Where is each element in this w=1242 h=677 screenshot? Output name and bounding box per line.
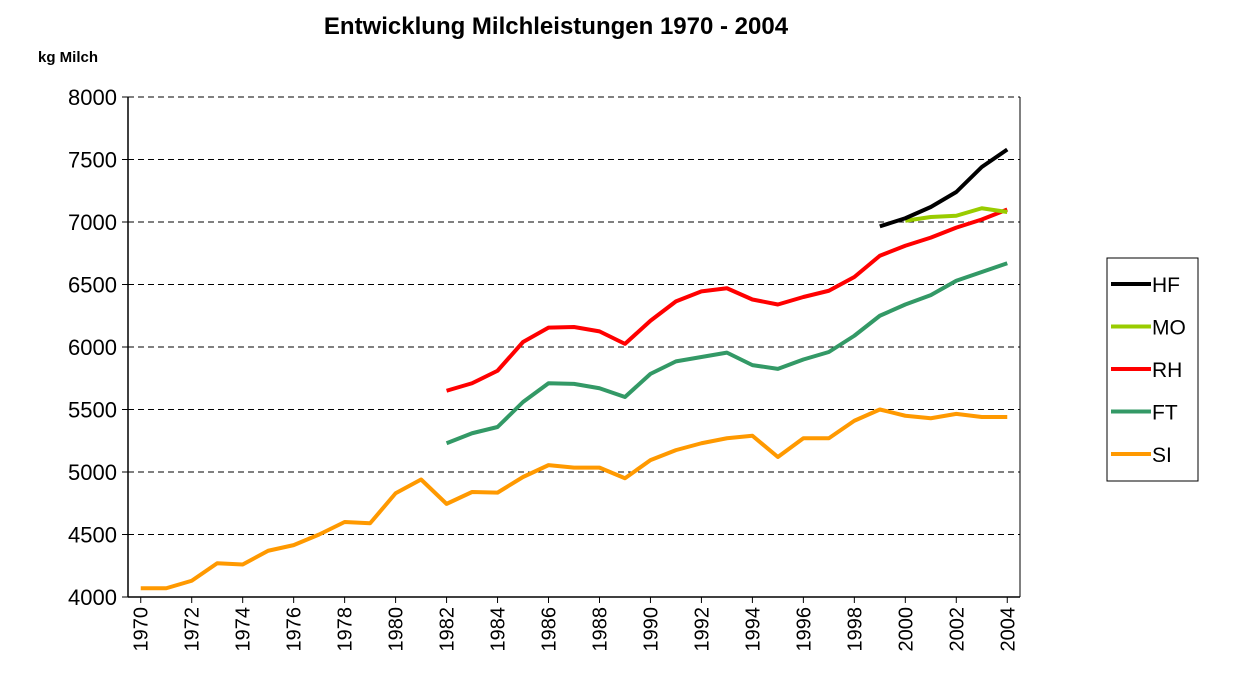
x-tick-label: 1992 <box>691 607 713 652</box>
y-axis-label: kg Milch <box>38 49 98 66</box>
x-tick-label: 1970 <box>131 607 153 652</box>
x-tick-label: 1990 <box>640 607 662 652</box>
y-tick-label: 7500 <box>68 148 117 173</box>
x-tick-label: 1984 <box>488 607 510 652</box>
y-tick-label: 5000 <box>68 460 117 485</box>
x-tick-label: 1980 <box>386 607 408 652</box>
x-tick-label: 1972 <box>182 607 204 652</box>
series-line <box>445 261 1008 446</box>
chart-title: Entwicklung Milchleistungen 1970 - 2004 <box>324 13 789 40</box>
x-tick-label: 1996 <box>793 607 815 652</box>
x-tick-label: 2004 <box>997 607 1019 652</box>
series-line <box>879 147 1009 229</box>
legend-label: RH <box>1152 359 1182 382</box>
y-tick-label: 6000 <box>68 335 117 360</box>
legend: HF MO RH FT SI <box>1111 274 1186 467</box>
x-tick-label: 1998 <box>844 607 866 652</box>
x-tick-label: 2000 <box>895 607 917 652</box>
y-tick-label: 4000 <box>68 585 117 610</box>
x-tick-label: 1974 <box>233 607 255 652</box>
lines <box>140 147 1009 591</box>
x-tick-label: 1986 <box>539 607 561 652</box>
y-tick-label: 4500 <box>68 523 117 548</box>
x-tick-label: 1982 <box>437 607 459 652</box>
legend-label: MO <box>1152 317 1186 340</box>
y-tick-label: 8000 <box>68 85 117 110</box>
legend-label: HF <box>1152 274 1180 297</box>
y-tick-label: 6500 <box>68 273 117 298</box>
series-line <box>446 207 1008 393</box>
x-tick-label: 1988 <box>589 607 611 652</box>
x-tick-label: 1978 <box>335 607 357 652</box>
x-tick-label: 1976 <box>284 607 306 652</box>
legend-label: SI <box>1152 444 1172 467</box>
y-tick-label: 7000 <box>68 210 117 235</box>
x-tick-label: 1994 <box>742 607 764 652</box>
y-tick-label: 5500 <box>68 398 117 423</box>
x-tick-label: 2002 <box>946 607 968 652</box>
series-line <box>140 407 1008 591</box>
grid <box>122 96 1020 603</box>
series-line <box>905 206 1008 223</box>
legend-label: FT <box>1152 402 1178 425</box>
